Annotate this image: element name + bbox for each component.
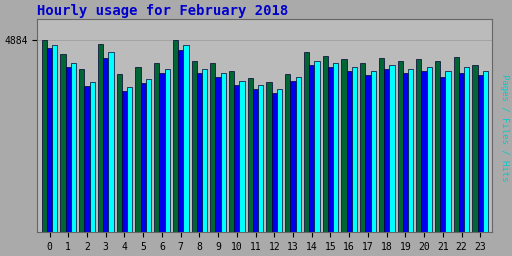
Bar [384,69,389,232]
Bar [435,61,440,232]
Bar [234,85,240,232]
Bar [352,67,357,232]
Bar [426,67,432,232]
Bar [473,66,478,232]
Bar [323,56,328,232]
Bar [117,74,122,232]
Bar [459,73,464,232]
Bar [146,79,151,232]
Bar [253,89,258,232]
Bar [66,67,71,232]
Bar [202,69,207,232]
Bar [290,81,295,232]
Bar [47,48,52,232]
Bar [210,63,216,232]
Bar [379,58,384,232]
Bar [79,69,84,232]
Bar [41,40,47,232]
Bar [272,93,277,232]
Bar [464,67,470,232]
Bar [216,77,221,232]
Bar [483,71,488,232]
Text: Pages / Files / Hits: Pages / Files / Hits [500,74,509,182]
Bar [127,87,132,232]
Bar [314,61,319,232]
Bar [84,86,90,232]
Bar [258,85,264,232]
Bar [229,71,234,232]
Bar [178,50,183,232]
Bar [98,44,103,232]
Bar [183,45,188,232]
Bar [445,71,451,232]
Bar [416,59,421,232]
Bar [365,75,371,232]
Bar [333,63,338,232]
Bar [159,73,164,232]
Bar [440,77,445,232]
Bar [154,63,159,232]
Bar [478,75,483,232]
Bar [197,73,202,232]
Bar [342,59,347,232]
Bar [191,61,197,232]
Bar [248,78,253,232]
Bar [52,45,57,232]
Bar [103,58,109,232]
Bar [328,67,333,232]
Text: Hourly usage for February 2018: Hourly usage for February 2018 [37,4,289,18]
Bar [141,83,146,232]
Bar [285,74,290,232]
Bar [221,73,226,232]
Bar [360,63,365,232]
Bar [295,77,301,232]
Bar [60,54,66,232]
Bar [240,81,245,232]
Bar [403,73,408,232]
Bar [389,66,395,232]
Bar [164,69,170,232]
Bar [347,71,352,232]
Bar [71,63,76,232]
Bar [421,71,426,232]
Bar [454,57,459,232]
Bar [304,52,309,232]
Bar [397,61,403,232]
Bar [309,66,314,232]
Bar [371,71,376,232]
Bar [173,40,178,232]
Bar [266,82,272,232]
Bar [122,91,127,232]
Bar [109,52,114,232]
Bar [135,67,141,232]
Bar [90,82,95,232]
Bar [277,89,282,232]
Bar [408,69,413,232]
